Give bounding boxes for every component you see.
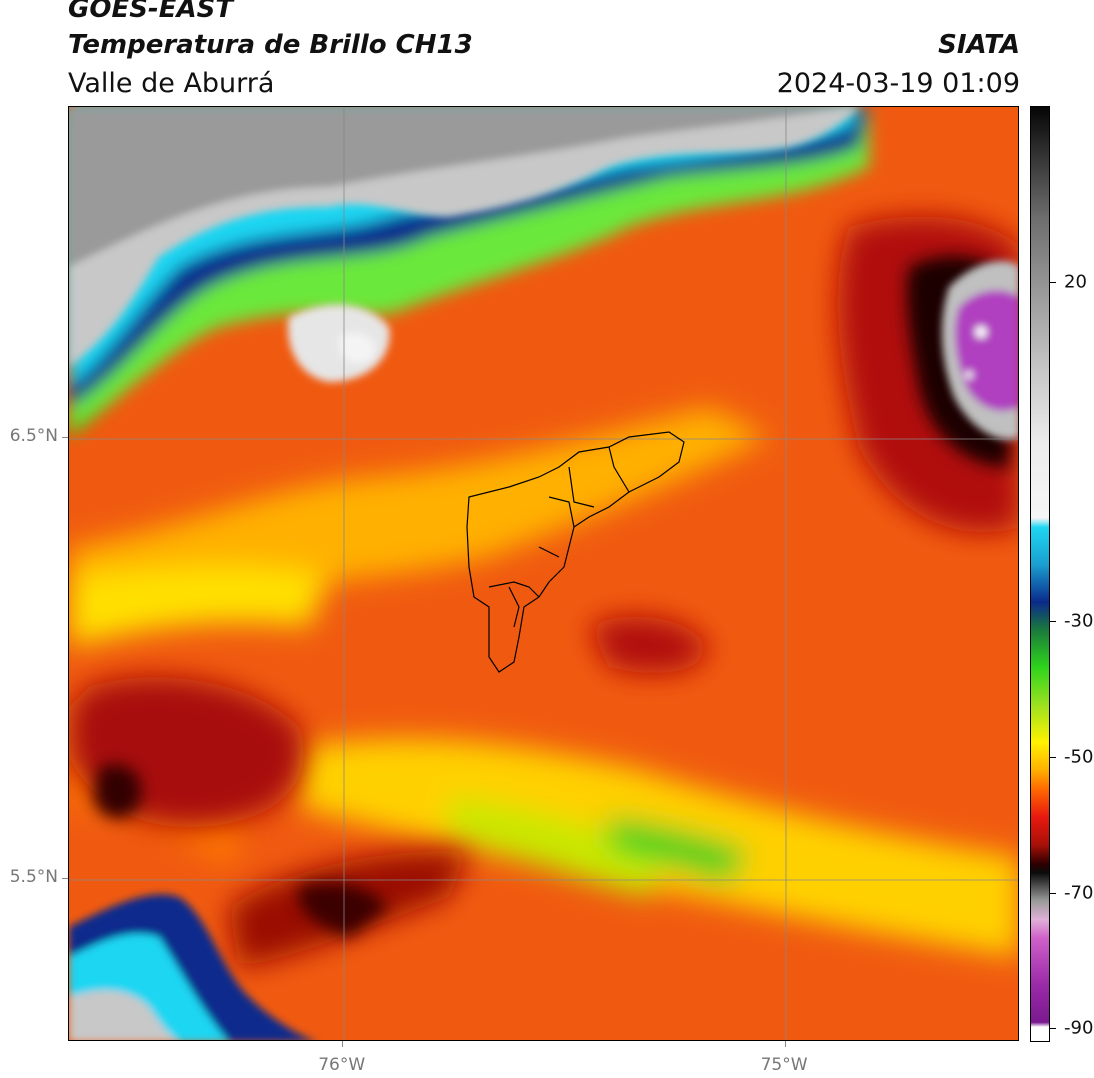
lon-tick <box>784 1041 786 1047</box>
colorbar-tick-label: -90 <box>1064 1017 1094 1039</box>
colorbar-tick-label: -70 <box>1064 882 1094 904</box>
timestamp-label: 2024-03-19 01:09 <box>776 68 1020 99</box>
satellite-map <box>68 106 1019 1041</box>
org-label: SIATA <box>938 30 1020 60</box>
colorbar-tick <box>1050 621 1056 623</box>
region-label: Valle de Aburrá <box>68 68 275 99</box>
lat-label: 5.5°N <box>9 866 58 887</box>
municipality-outlines <box>466 431 685 673</box>
colorbar-tick <box>1050 892 1056 894</box>
lat-tick <box>62 877 68 879</box>
gridlines <box>69 107 1018 1040</box>
colorbar-tick <box>1050 757 1056 759</box>
colorbar <box>1030 106 1050 1042</box>
colorbar-tick <box>1050 282 1056 284</box>
lon-tick <box>342 1041 344 1047</box>
product-title: Temperatura de Brillo CH13 <box>68 30 473 60</box>
lat-label: 6.5°N <box>9 425 58 446</box>
satellite-title: GOES-EAST <box>68 0 234 24</box>
brightness-temperature-field <box>69 107 1018 1040</box>
colorbar-tick-label: -30 <box>1064 610 1094 632</box>
colorbar-tick-label: 20 <box>1064 271 1087 293</box>
lon-label: 76°W <box>318 1055 366 1075</box>
lat-tick <box>62 436 68 438</box>
colorbar-tick <box>1050 1028 1056 1030</box>
colorbar-tick-label: -50 <box>1064 746 1094 768</box>
lon-label: 75°W <box>760 1055 808 1075</box>
